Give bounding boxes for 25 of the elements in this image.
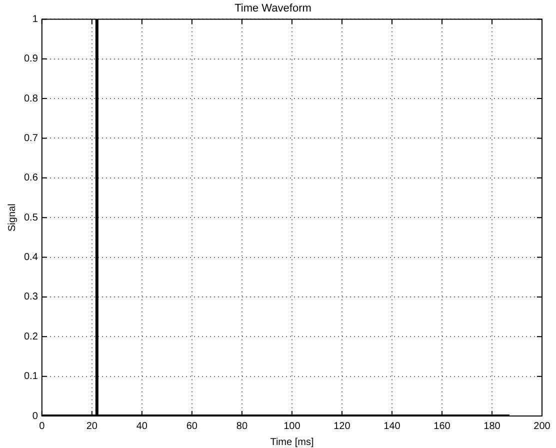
y-tick-label: 1 (32, 14, 38, 25)
chart-title: Time Waveform (234, 2, 312, 15)
y-tick-label: 0.7 (24, 132, 38, 144)
y-axis-title: Signal (6, 204, 18, 232)
x-tick-label: 60 (186, 420, 198, 432)
x-tick-label: 140 (384, 420, 401, 432)
x-tick-label: 80 (236, 420, 248, 432)
x-tick-label: 40 (136, 420, 148, 432)
y-tick-label: 0.3 (24, 292, 38, 303)
y-tick-label: 0.1 (24, 371, 38, 382)
x-tick-label: 0 (39, 420, 46, 432)
y-tick-label: 0 (32, 410, 38, 422)
y-tick-label: 0.6 (24, 172, 38, 184)
y-tick-label: 0.4 (24, 252, 38, 264)
x-tick-label: 100 (284, 420, 301, 432)
x-tick-label: 200 (534, 420, 551, 432)
x-tick-label: 180 (484, 420, 501, 432)
x-tick-label: 160 (434, 420, 451, 432)
y-tick-label: 0.9 (24, 54, 38, 65)
x-tick-label: 120 (334, 420, 351, 432)
y-tick-label: 0.5 (24, 212, 38, 224)
x-tick-label: 20 (86, 420, 98, 432)
x-axis-title: Time [ms] (270, 436, 314, 448)
y-tick-label: 0.8 (24, 93, 38, 104)
y-tick-label: 0.2 (24, 331, 38, 342)
